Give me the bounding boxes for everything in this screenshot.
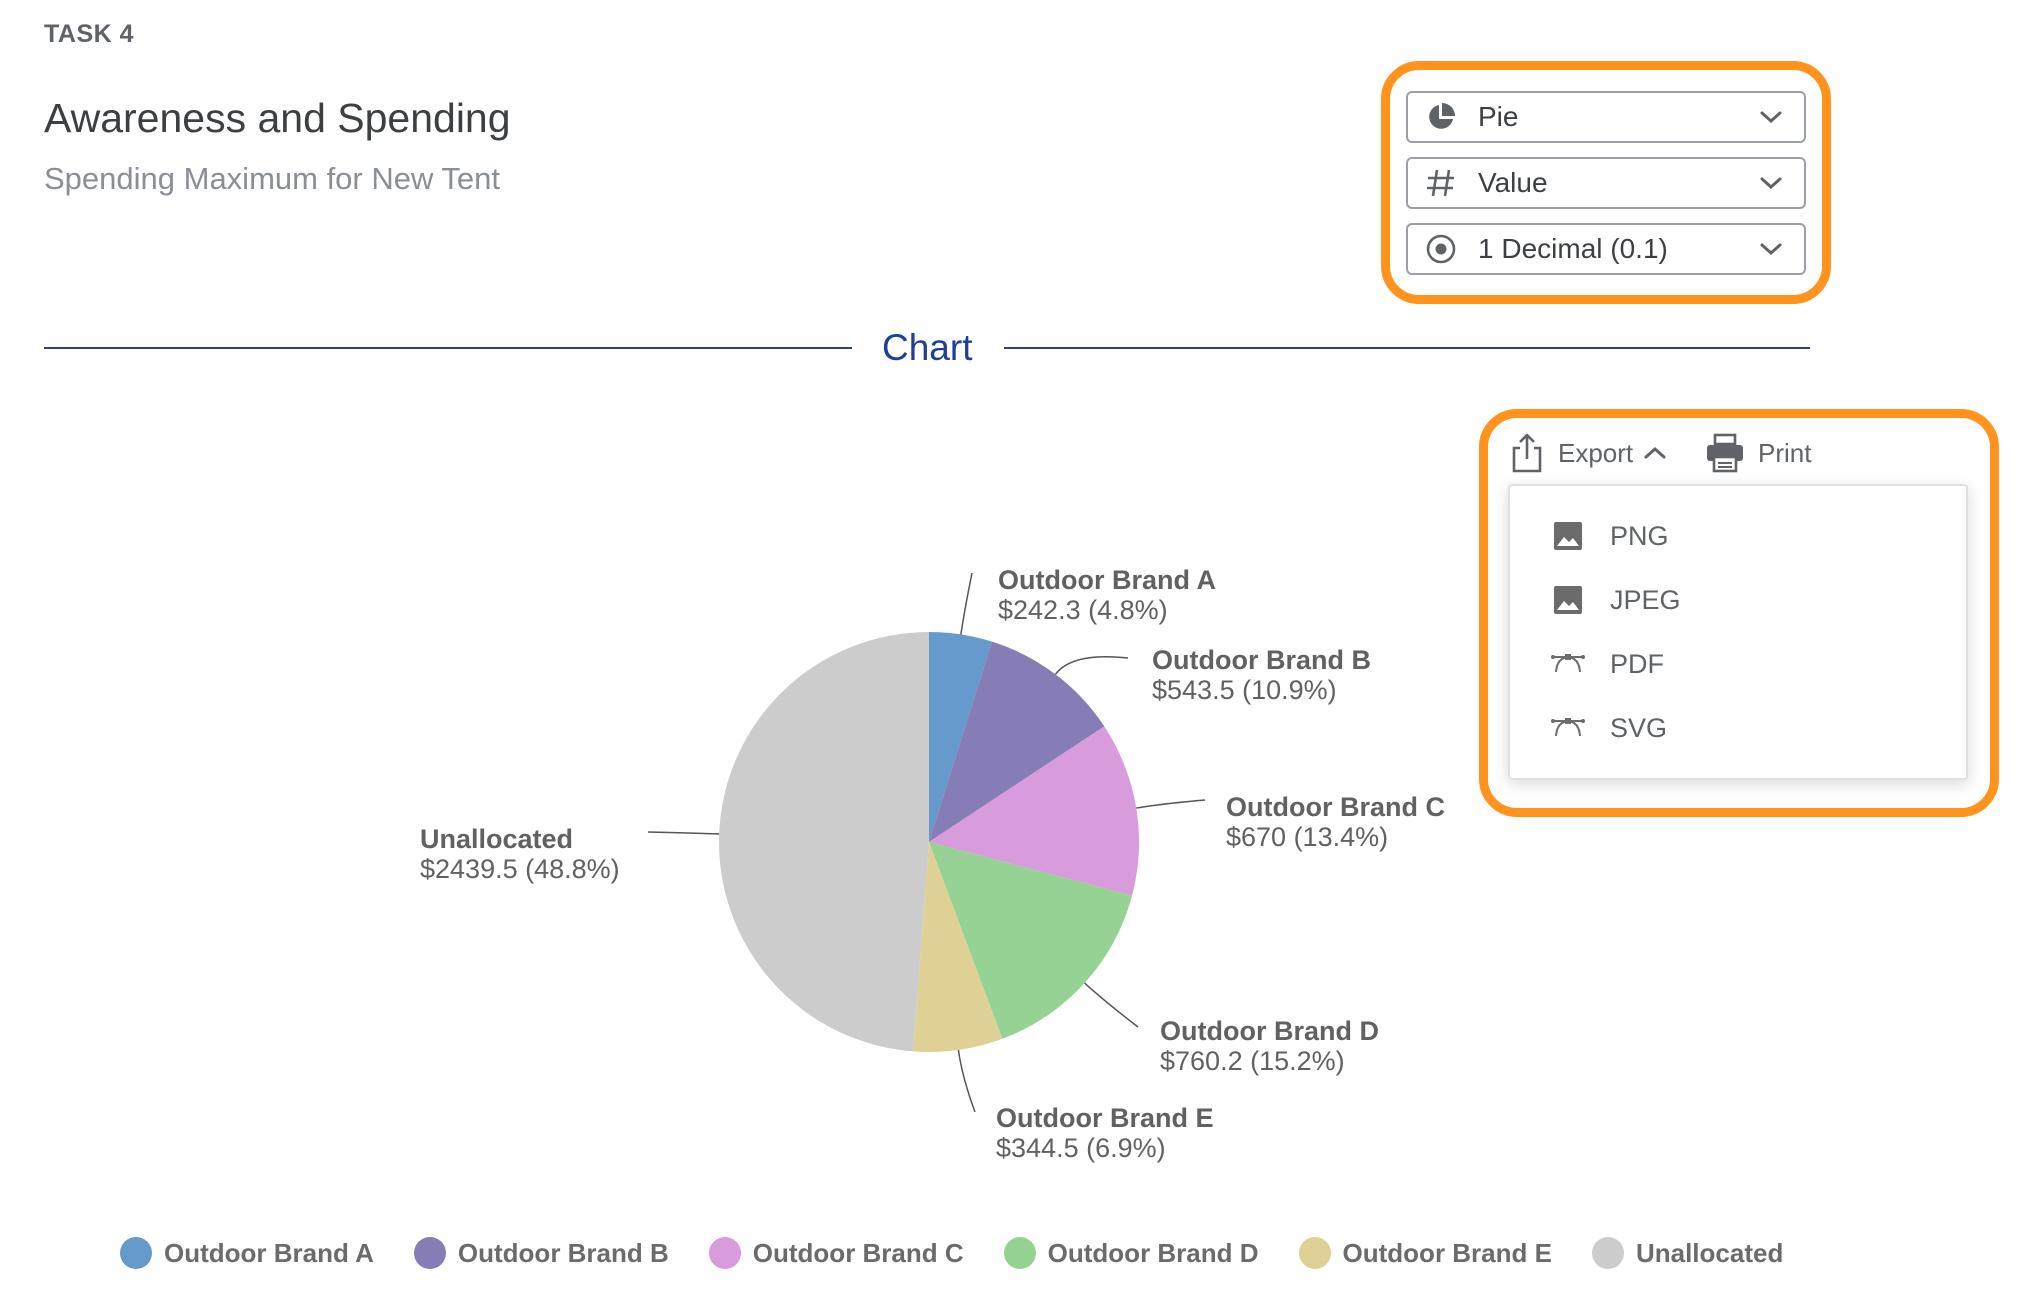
export-png-item[interactable]: PNG	[1550, 516, 1669, 556]
leader-line-unallocated	[647, 831, 720, 835]
slice-label-brand-b: Outdoor Brand B $543.5 (10.9%)	[1152, 645, 1371, 705]
legend-item-unallocated[interactable]: Unallocated	[1591, 1237, 1784, 1269]
slice-name: Unallocated	[420, 824, 574, 854]
export-label: Export	[1558, 437, 1634, 468]
printer-icon	[1704, 432, 1746, 474]
legend-swatch	[120, 1237, 152, 1269]
slice-name: Outdoor Brand B	[1152, 645, 1371, 675]
print-button[interactable]: Print	[1704, 430, 1811, 476]
legend-label: Outdoor Brand E	[1342, 1237, 1552, 1268]
legend-item-brand-e[interactable]: Outdoor Brand E	[1298, 1237, 1552, 1269]
precision-value: 1 Decimal (0.1)	[1478, 233, 1668, 264]
slice-value: $2439.5 (48.8%)	[420, 854, 620, 884]
slice-label-brand-d: Outdoor Brand D $760.2 (15.2%)	[1160, 1016, 1379, 1076]
leader-line-brand-a	[960, 572, 973, 635]
value-mode-select[interactable]: Value	[1406, 157, 1806, 209]
export-menu: PNG JPEG PDF	[1508, 484, 1968, 780]
page-title: Awareness and Spending	[44, 95, 511, 141]
slice-name: Outdoor Brand A	[998, 565, 1216, 595]
chevron-down-icon	[1756, 242, 1786, 256]
section-title: Chart	[882, 327, 973, 368]
pie-slice-brand-d[interactable]	[929, 842, 1133, 1039]
chevron-down-icon	[1756, 110, 1786, 124]
export-svg-item[interactable]: SVG	[1550, 708, 1667, 748]
export-jpeg-item[interactable]: JPEG	[1550, 580, 1681, 620]
share-upload-icon	[1510, 432, 1544, 474]
legend-swatch	[413, 1237, 446, 1269]
pie-slice-brand-a[interactable]	[929, 632, 992, 842]
export-highlight-frame	[1479, 409, 1999, 817]
legend-item-brand-a[interactable]: Outdoor Brand A	[120, 1237, 374, 1269]
image-icon	[1550, 582, 1586, 618]
pie-slice-brand-e[interactable]	[913, 842, 1003, 1053]
export-pdf-item[interactable]: PDF	[1550, 644, 1664, 684]
legend-label: Unallocated	[1635, 1237, 1784, 1268]
chart-type-value: Pie	[1478, 101, 1519, 132]
legend-item-brand-b[interactable]: Outdoor Brand B	[413, 1237, 669, 1269]
leader-line-brand-c	[1136, 799, 1206, 809]
task-label: TASK 4	[44, 20, 135, 48]
hash-icon	[1424, 166, 1458, 200]
chevron-down-icon	[1756, 176, 1786, 190]
slice-value: $344.5 (6.9%)	[996, 1133, 1166, 1163]
leader-line-brand-b	[1054, 655, 1129, 675]
pie-slice-unallocated[interactable]	[718, 632, 929, 1052]
vector-icon	[1550, 710, 1586, 746]
legend-swatch	[1298, 1237, 1331, 1269]
slice-value: $242.3 (4.8%)	[998, 595, 1168, 625]
legend-label: Outdoor Brand A	[164, 1237, 374, 1268]
value-mode-value: Value	[1478, 167, 1548, 198]
legend-swatch	[1003, 1237, 1036, 1269]
pie-slice-brand-c[interactable]	[929, 726, 1140, 896]
radio-target-icon	[1424, 232, 1458, 266]
section-divider-left	[44, 347, 852, 349]
slice-value: $543.5 (10.9%)	[1152, 675, 1337, 705]
slice-name: Outdoor Brand C	[1226, 792, 1445, 822]
pie-chart-icon	[1424, 100, 1458, 134]
slice-label-brand-e: Outdoor Brand E $344.5 (6.9%)	[996, 1103, 1214, 1163]
export-pdf-label: PDF	[1610, 648, 1664, 679]
pie-slice-brand-b[interactable]	[929, 641, 1105, 842]
export-button[interactable]: Export	[1510, 430, 1667, 476]
export-svg-label: SVG	[1610, 712, 1668, 743]
export-png-label: PNG	[1610, 520, 1669, 551]
chevron-up-icon	[1643, 446, 1667, 460]
legend-label: Outdoor Brand B	[457, 1237, 669, 1268]
legend-item-brand-c[interactable]: Outdoor Brand C	[708, 1237, 964, 1269]
chart-legend: Outdoor Brand A Outdoor Brand B Outdoor …	[120, 1233, 1823, 1273]
slice-label-unallocated: Unallocated $2439.5 (48.8%)	[420, 824, 620, 884]
chart-type-select[interactable]: Pie	[1406, 91, 1806, 143]
slice-label-brand-a: Outdoor Brand A $242.3 (4.8%)	[998, 565, 1216, 625]
controls-highlight-frame	[1381, 61, 1831, 304]
page-subtitle: Spending Maximum for New Tent	[44, 161, 501, 196]
section-divider-right	[1004, 347, 1810, 349]
slice-value: $760.2 (15.2%)	[1160, 1046, 1345, 1076]
export-jpeg-label: JPEG	[1610, 584, 1681, 615]
legend-swatch	[1591, 1237, 1624, 1269]
slice-name: Outdoor Brand D	[1160, 1016, 1379, 1046]
legend-label: Outdoor Brand D	[1047, 1237, 1259, 1268]
precision-select[interactable]: 1 Decimal (0.1)	[1406, 223, 1806, 275]
vector-icon	[1550, 646, 1586, 682]
image-icon	[1550, 518, 1586, 554]
leader-line-brand-e	[957, 1049, 976, 1113]
slice-label-brand-c: Outdoor Brand C $670 (13.4%)	[1226, 792, 1445, 852]
legend-item-brand-d[interactable]: Outdoor Brand D	[1003, 1237, 1259, 1269]
print-label: Print	[1758, 437, 1812, 468]
leader-line-brand-d	[1084, 982, 1139, 1028]
legend-swatch	[708, 1237, 741, 1269]
legend-label: Outdoor Brand C	[752, 1237, 964, 1268]
slice-name: Outdoor Brand E	[996, 1103, 1214, 1133]
slice-value: $670 (13.4%)	[1226, 822, 1389, 852]
